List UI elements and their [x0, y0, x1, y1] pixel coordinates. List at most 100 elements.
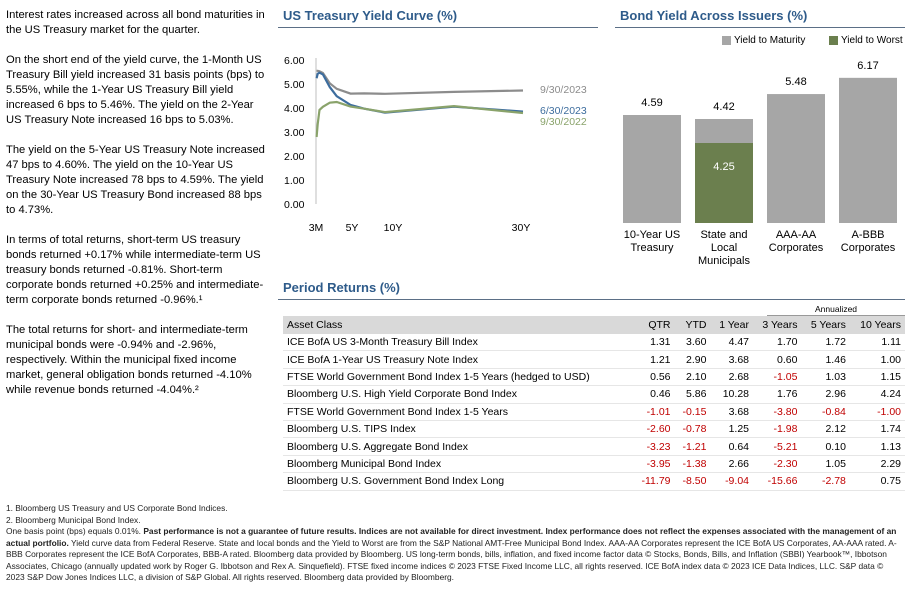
category-label: Corporates — [841, 242, 896, 254]
return-cell: -0.15 — [674, 403, 711, 421]
return-cell: 2.66 — [710, 455, 753, 474]
category-label: Corporates — [769, 242, 824, 254]
return-cell: 1.03 — [801, 368, 850, 387]
asset-class-cell: FTSE World Government Bond Index 1-5 Yea… — [283, 403, 633, 421]
asset-class-cell: Bloomberg U.S. Government Bond Index Lon… — [283, 472, 633, 491]
y-tick-label: 1.00 — [284, 175, 305, 187]
legend-ytw-label: Yield to Worst — [841, 35, 903, 46]
y-tick-label: 4.00 — [284, 103, 305, 115]
return-cell: 10.28 — [710, 385, 753, 404]
ytm-bar — [839, 77, 897, 223]
x-tick-label: 10Y — [384, 222, 403, 234]
footnotes: 1. Bloomberg US Treasury and US Corporat… — [6, 503, 901, 584]
return-cell: -0.78 — [674, 420, 711, 439]
ytm-value-label: 6.17 — [857, 60, 878, 72]
return-cell: 0.10 — [801, 437, 850, 456]
return-cell: 1.00 — [849, 350, 905, 369]
return-cell: -1.01 — [632, 403, 675, 421]
column-header: YTD — [674, 316, 711, 334]
return-cell: 1.70 — [753, 334, 802, 352]
ytm-value-label: 4.59 — [641, 97, 662, 109]
ytw-bar — [695, 143, 753, 223]
disclaimer: One basis point (bps) equals 0.01%. Past… — [6, 526, 901, 584]
ytm-bar — [623, 115, 681, 223]
commentary-paragraph: Interest rates increased across all bond… — [6, 9, 265, 36]
column-header: QTR — [632, 316, 675, 334]
yield-curve-chart: 6.00 5.00 4.00 3.00 2.00 1.00 0.00 3M 5Y 10Y 30Y 9/… — [284, 55, 587, 234]
return-cell: 1.05 — [801, 455, 850, 474]
ytm-value-label: 4.42 — [713, 101, 734, 113]
return-cell: -1.00 — [849, 403, 905, 421]
return-cell: 1.76 — [753, 385, 802, 404]
series-label: 9/30/2022 — [540, 116, 587, 128]
return-cell: 0.46 — [632, 385, 675, 404]
return-cell: -0.84 — [801, 403, 850, 421]
table-row: ICE BofA US 3-Month Treasury Bill Index 1… — [283, 334, 905, 352]
column-header: 1 Year — [710, 316, 753, 334]
return-cell: -1.38 — [674, 455, 711, 474]
return-cell: -15.66 — [753, 472, 802, 491]
category-label: A-BBB — [851, 229, 884, 241]
footnote-1: 1. Bloomberg US Treasury and US Corporat… — [6, 503, 228, 513]
divider — [278, 27, 598, 28]
y-tick-label: 0.00 — [284, 199, 305, 211]
return-cell: 2.10 — [674, 368, 711, 387]
return-cell: 4.24 — [849, 385, 905, 404]
legend-ytm-swatch — [722, 36, 731, 45]
category-label: Municipals — [698, 255, 750, 267]
asset-class-cell: Bloomberg U.S. TIPS Index — [283, 420, 633, 439]
return-cell: 4.47 — [710, 334, 753, 352]
divider — [278, 299, 905, 300]
annualized-label: Annualized — [767, 304, 905, 316]
table-row: FTSE World Government Bond Index 1-5 Yea… — [283, 403, 905, 421]
return-cell: 5.86 — [674, 385, 711, 404]
legend-ytm-label: Yield to Maturity — [734, 35, 806, 46]
x-tick-label: 5Y — [346, 222, 359, 234]
return-cell: 2.68 — [710, 368, 753, 387]
y-tick-label: 6.00 — [284, 55, 305, 67]
category-label: AAA-AA — [776, 229, 817, 241]
return-cell: 0.75 — [849, 472, 905, 491]
ytm-value-label: 5.48 — [785, 76, 806, 88]
table-row: ICE BofA 1-Year US Treasury Note Index 1.… — [283, 350, 905, 369]
return-cell: 0.56 — [632, 368, 675, 387]
legend-ytm: Yield to Maturity — [722, 35, 805, 46]
divider — [615, 27, 905, 28]
table-row: Bloomberg U.S. High Yield Corporate Bond… — [283, 385, 905, 404]
commentary-paragraph: In terms of total returns, short-term US… — [6, 234, 264, 306]
return-cell: -2.78 — [801, 472, 850, 491]
y-tick-label: 5.00 — [284, 79, 305, 91]
return-cell: -5.21 — [753, 437, 802, 456]
series-line — [316, 69, 524, 95]
sources-note: Yield curve data from Federal Reserve. S… — [6, 537, 897, 583]
column-header: 10 Years — [849, 316, 905, 334]
return-cell: 1.74 — [849, 420, 905, 439]
return-cell: -2.60 — [632, 420, 675, 439]
return-cell: 3.68 — [710, 403, 753, 421]
table-row: Bloomberg U.S. Government Bond Index Lon… — [283, 472, 905, 491]
return-cell: 2.12 — [801, 420, 850, 439]
yield-curve-title: US Treasury Yield Curve (%) — [283, 8, 458, 23]
return-cell: 1.15 — [849, 368, 905, 387]
asset-class-cell: Bloomberg U.S. Aggregate Bond Index — [283, 437, 633, 456]
return-cell: 0.60 — [753, 350, 802, 369]
legend-ytw: Yield to Worst — [829, 35, 903, 46]
ytw-value-label: 4.25 — [713, 161, 734, 173]
category-label: State and — [700, 229, 747, 241]
asset-class-cell: Bloomberg Municipal Bond Index — [283, 455, 633, 474]
y-tick-label: 3.00 — [284, 127, 305, 139]
return-cell: 2.90 — [674, 350, 711, 369]
return-cell: 3.68 — [710, 350, 753, 369]
x-tick-label: 3M — [309, 222, 324, 234]
table-row: Bloomberg U.S. Aggregate Bond Index -3.23… — [283, 437, 905, 456]
return-cell: -1.05 — [753, 368, 802, 387]
return-cell: 1.72 — [801, 334, 850, 352]
asset-class-cell: ICE BofA 1-Year US Treasury Note Index — [283, 350, 633, 369]
return-cell: -8.50 — [674, 472, 711, 491]
return-cell: 3.60 — [674, 334, 711, 352]
series-line — [315, 100, 524, 138]
series-label: 9/30/2023 — [540, 84, 587, 96]
commentary-paragraph: The yield on the 5-Year US Treasury Note… — [6, 144, 265, 216]
category-label: 10-Year US — [624, 229, 680, 241]
